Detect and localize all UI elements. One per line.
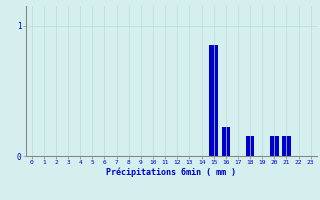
X-axis label: Précipitations 6min ( mm ): Précipitations 6min ( mm ) (106, 168, 236, 177)
Bar (221, 127, 230, 156)
Bar (209, 45, 218, 156)
Bar (246, 136, 254, 156)
Bar (282, 136, 291, 156)
Bar (270, 136, 279, 156)
